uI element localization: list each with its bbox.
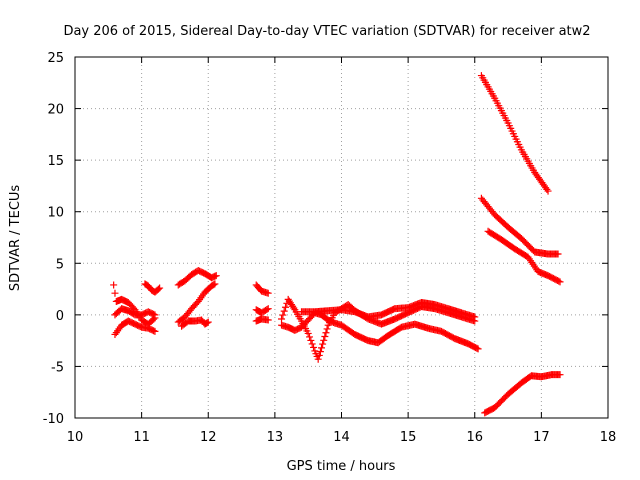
chart-title: Day 206 of 2015, Sidereal Day-to-day VTE… <box>63 24 590 39</box>
data-point <box>304 329 312 337</box>
data-point <box>211 280 219 288</box>
data-point <box>210 281 218 289</box>
data-point <box>280 307 288 315</box>
data-point <box>306 333 314 341</box>
data-point <box>555 277 563 285</box>
data-point <box>321 333 329 341</box>
data-point <box>543 185 551 193</box>
y-tick-label: 25 <box>47 51 64 66</box>
x-axis-label: GPS time / hours <box>287 459 396 474</box>
axis-ticks: 10 11 12 13 14 15 16 17 18 -10 -5 0 5 10 15 20 25 <box>43 51 617 445</box>
x-tick-label: 15 <box>400 430 417 445</box>
data-point <box>290 304 298 312</box>
data-point <box>310 343 318 351</box>
data-point <box>264 305 272 313</box>
data-point <box>474 345 482 353</box>
x-tick-label: 13 <box>267 430 284 445</box>
y-tick-label: -5 <box>51 360 64 375</box>
data-point <box>279 311 287 319</box>
x-tick-label: 16 <box>466 430 483 445</box>
data-point <box>150 327 158 335</box>
data-point <box>473 344 481 352</box>
data-point <box>556 371 564 379</box>
data-point <box>314 355 322 363</box>
data-point <box>316 348 324 356</box>
data-point <box>110 281 118 289</box>
data-point <box>556 278 564 286</box>
data-point <box>154 285 162 293</box>
data-point <box>264 316 272 324</box>
y-tick-label: 15 <box>47 154 64 169</box>
y-tick-label: 5 <box>56 257 64 272</box>
data-point <box>203 319 211 327</box>
data-point <box>204 318 212 326</box>
x-tick-label: 18 <box>600 430 617 445</box>
y-tick-label: 0 <box>56 309 64 324</box>
data-point <box>318 344 326 352</box>
data-points <box>110 72 564 417</box>
data-point <box>156 284 164 292</box>
data-point <box>319 340 327 348</box>
data-point <box>150 310 158 318</box>
plot-frame <box>74 56 609 419</box>
x-tick-label: 11 <box>133 430 150 445</box>
data-point <box>111 289 119 297</box>
data-point <box>322 329 330 337</box>
y-tick-label: 10 <box>47 206 64 221</box>
data-point <box>263 305 271 313</box>
data-point <box>471 313 479 321</box>
grid-lines <box>75 57 608 418</box>
data-point <box>308 340 316 348</box>
y-axis-label: SDTVAR / TECUs <box>8 185 23 292</box>
data-point <box>554 250 562 258</box>
data-point <box>307 336 315 344</box>
data-point <box>323 325 331 333</box>
data-point <box>151 311 159 319</box>
data-point <box>212 272 220 280</box>
y-tick-label: -10 <box>43 412 64 427</box>
data-point <box>315 351 323 359</box>
data-point <box>544 187 552 195</box>
x-tick-label: 12 <box>200 430 217 445</box>
data-point <box>320 336 328 344</box>
data-point <box>151 327 159 335</box>
y-tick-label: 20 <box>47 103 64 118</box>
x-tick-label: 14 <box>333 430 350 445</box>
x-tick-label: 17 <box>533 430 550 445</box>
data-point <box>278 315 286 323</box>
data-point <box>282 303 290 311</box>
data-point <box>264 289 272 297</box>
x-tick-label: 10 <box>67 430 84 445</box>
